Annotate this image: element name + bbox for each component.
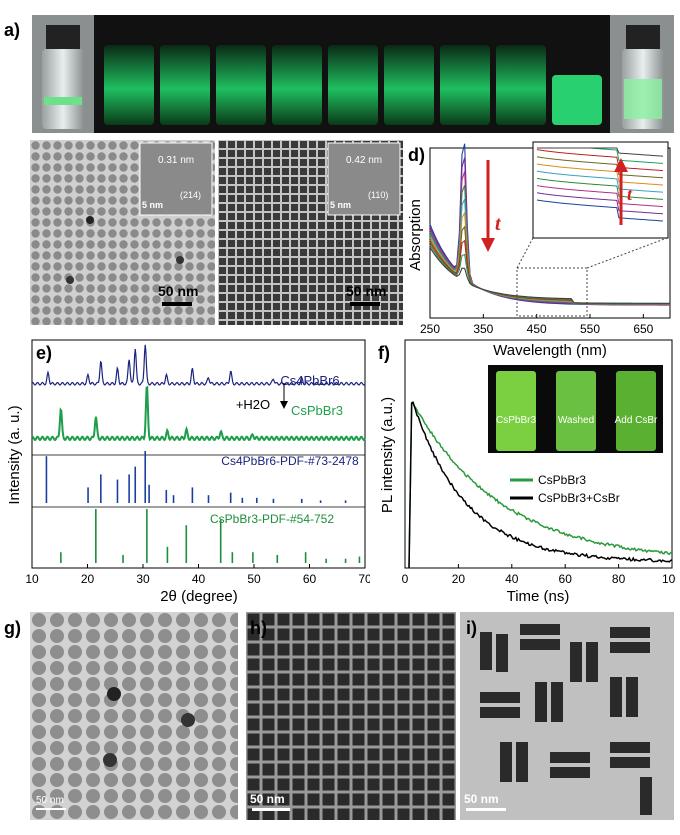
x-tick-label: 50: [247, 572, 261, 586]
x-tick-label: 40: [192, 572, 206, 586]
x-tick-label: 650: [633, 322, 653, 336]
panel-a: [32, 15, 674, 133]
panel-h-tem: 50 nm: [246, 612, 456, 820]
scale-bar-label-i: 50 nm: [464, 792, 499, 806]
chart-f-xlabel: Time (ns): [507, 588, 570, 605]
inset-spacing-c: 0.42 nm: [346, 155, 382, 166]
x-tick-label: 20: [81, 572, 95, 586]
glowing-vials: [104, 45, 602, 125]
panel-g-tem: 50 nm: [30, 612, 238, 820]
zoom-region: [517, 268, 587, 316]
vial-photo-strip: [32, 15, 674, 133]
vial-label-2: Washed: [558, 415, 594, 426]
chart-e-xlabel: 2θ (degree): [160, 588, 238, 605]
x-tick-label: 0: [402, 572, 409, 586]
x-tick-label: 60: [303, 572, 317, 586]
inset-plane-b: (214): [180, 190, 201, 200]
chart-d: 250 350 450 550 650 t t Absorption Wavelengt…: [405, 140, 677, 360]
panel-g-label: g): [4, 618, 21, 639]
x-tick-label: 60: [559, 572, 573, 586]
label-h2o: +H2O: [236, 397, 270, 412]
x-tick-label: 100: [662, 572, 676, 586]
label-cs4pbbr6: Cs4PbBr6: [280, 373, 339, 388]
x-tick-label: 10: [25, 572, 39, 586]
scale-bar-label-c: 50 nm: [346, 283, 386, 299]
legend-label-2: CsPbBr3+CsBr: [538, 491, 620, 505]
panel-i-label: i): [466, 618, 477, 639]
x-tick-label: 70: [358, 572, 370, 586]
legend-label-1: CsPbBr3: [538, 473, 586, 487]
tem-image-h: [246, 612, 456, 820]
panel-c-tem: 0.42 nm (110) 5 nm 50 nm: [218, 140, 403, 325]
scale-bar-label-b: 50 nm: [158, 283, 198, 299]
panel-b-tem: 0.31 nm (214) 5 nm 50 nm: [30, 140, 215, 325]
inset-spacing-b: 0.31 nm: [158, 155, 194, 166]
chart-f-ylabel: PL intensity (a.u.): [379, 397, 396, 513]
inset-scale-b: 5 nm: [142, 200, 163, 210]
inset-plane-c: (110): [368, 190, 388, 200]
panel-a-label: a): [4, 20, 20, 41]
label-ref-cspbbr3: CsPbBr3-PDF-#54-752: [210, 512, 334, 526]
x-tick-label: 30: [136, 572, 150, 586]
x-tick-label: 450: [527, 322, 547, 336]
tem-image-g: [30, 612, 238, 820]
inset-scale-c: 5 nm: [330, 200, 351, 210]
x-tick-label: 550: [580, 322, 600, 336]
label-cspbbr3: CsPbBr3: [291, 403, 343, 418]
chart-d-ylabel: Absorption: [407, 199, 424, 271]
x-tick-label: 250: [420, 322, 440, 336]
x-tick-label: 20: [452, 572, 466, 586]
x-tick-label: 350: [473, 322, 493, 336]
label-ref-cs4pbbr6: Cs4PbBr6-PDF-#73-2478: [221, 454, 359, 468]
scale-bar-label-h: 50 nm: [250, 792, 285, 806]
tem-image-i: [460, 612, 674, 820]
arrow-t-label: t: [495, 213, 502, 235]
panel-h-label: h): [250, 618, 267, 639]
chart-e: 10 20 30 40 50 60 70 Cs4PbBr6 +H2O CsPbBr3 Cs4…: [5, 335, 370, 607]
x-tick-label: 40: [505, 572, 519, 586]
chart-e-ylabel: Intensity (a. u.): [6, 405, 23, 504]
vial-label-3: Add CsBr: [615, 415, 658, 426]
x-tick-label: 80: [612, 572, 626, 586]
panel-i-tem: 50 nm: [460, 612, 674, 820]
vial-label-1: CsPbBr3: [496, 415, 536, 426]
chart-f: 0 20 40 60 80 100 CsPbBr3 Washed Add CsBr CsP…: [378, 335, 676, 607]
scale-bar-label-g: 50 nm: [36, 795, 64, 806]
